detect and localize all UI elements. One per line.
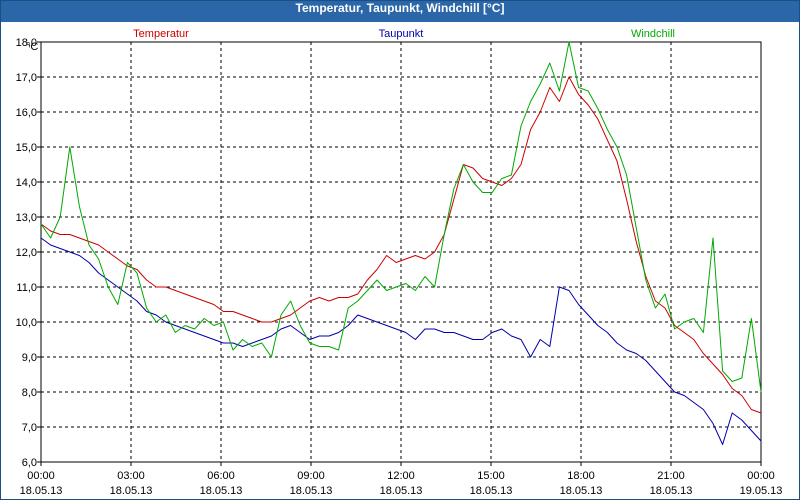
x-tick-date: 18.05.13: [200, 485, 243, 497]
x-tick-time: 00:00: [747, 470, 775, 482]
series-line-temperatur: [40, 76, 762, 414]
y-axis-unit: °C: [26, 41, 38, 53]
y-tick-label: 6,0: [22, 457, 37, 469]
grid-lines: [41, 42, 761, 462]
y-tick-label: 17,0: [16, 72, 37, 84]
series-line-windchill: [40, 41, 762, 393]
legend-item-windchill: Windchill: [631, 28, 675, 40]
y-tick-label: 12,0: [16, 247, 37, 259]
y-tick-label: 13,0: [16, 212, 37, 224]
x-tick-time: 00:00: [27, 470, 55, 482]
window-title: Temperatur, Taupunkt, Windchill [°C]: [295, 1, 505, 15]
legend-item-temperatur: Temperatur: [133, 28, 189, 40]
x-tick-date: 18.05.13: [380, 485, 423, 497]
y-tick-label: 11,0: [16, 282, 37, 294]
x-tick-time: 18:00: [567, 470, 595, 482]
y-axis-ticks: 6,0 7,0 8,0 9,0 10,0 11,0 12,0 13,0 14,0 15,0 16,0…: [16, 37, 41, 469]
legend-item-taupunkt: Taupunkt: [379, 28, 424, 40]
x-axis-ticks: 00:00 18.05.13 03:00 18.05.13 06:00 18.05.13 0…: [20, 462, 783, 497]
series-lines: [40, 41, 762, 445]
x-tick-time: 03:00: [117, 470, 145, 482]
y-tick-label: 7,0: [22, 422, 37, 434]
y-tick-label: 18,0: [16, 37, 37, 49]
x-tick-time: 12:00: [387, 470, 415, 482]
y-tick-label: 15,0: [16, 142, 37, 154]
x-tick-date: 18.05.13: [560, 485, 603, 497]
y-tick-label: 10,0: [16, 317, 37, 329]
x-tick-date: 18.05.13: [650, 485, 693, 497]
y-tick-label: 8,0: [22, 387, 37, 399]
x-tick-time: 15:00: [477, 470, 505, 482]
legend: Temperatur Taupunkt Windchill: [133, 28, 675, 40]
series-line-taupunkt: [40, 237, 762, 445]
x-tick-time: 06:00: [207, 470, 235, 482]
x-tick-date: 18.05.13: [290, 485, 333, 497]
y-tick-label: 16,0: [16, 107, 37, 119]
x-tick-date: 18.05.13: [470, 485, 513, 497]
x-tick-date: 19.05.13: [740, 485, 783, 497]
y-tick-label: 9,0: [22, 352, 37, 364]
y-tick-label: 14,0: [16, 177, 37, 189]
x-tick-date: 18.05.13: [110, 485, 153, 497]
x-tick-time: 09:00: [297, 470, 325, 482]
x-tick-time: 21:00: [657, 470, 685, 482]
title-bar: Temperatur, Taupunkt, Windchill [°C]: [1, 1, 799, 22]
x-tick-date: 18.05.13: [20, 485, 63, 497]
